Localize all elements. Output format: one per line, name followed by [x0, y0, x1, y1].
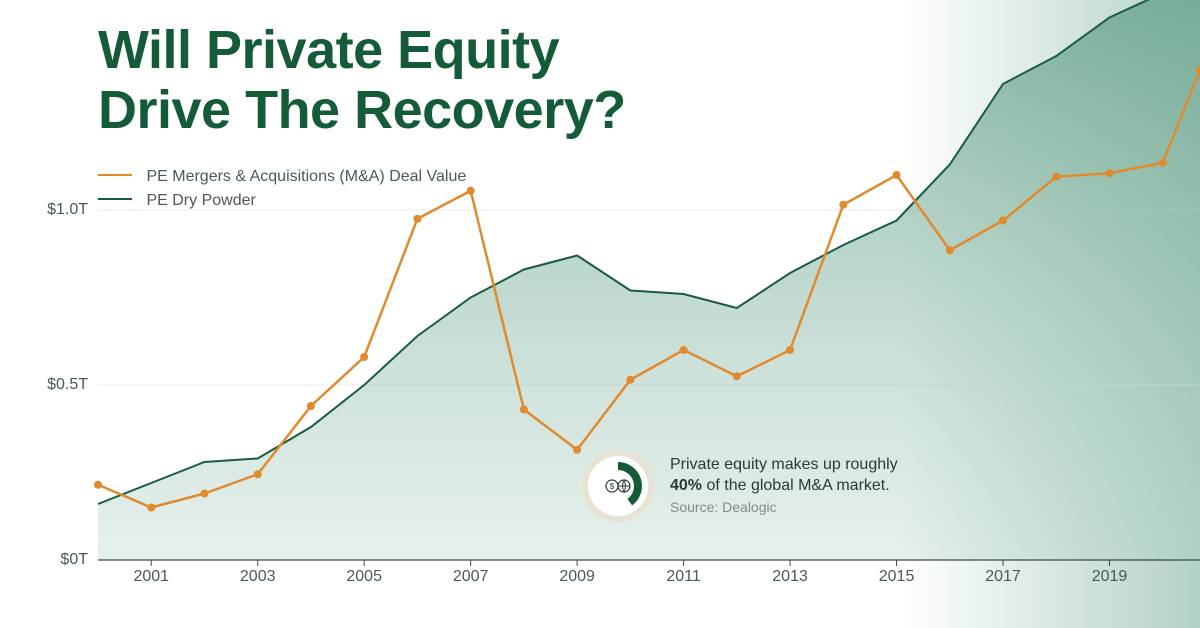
legend-label-dry-powder: PE Dry Powder	[146, 192, 255, 209]
legend-item-dry-powder: PE Dry Powder	[98, 192, 256, 210]
y-tick-label: $1.0T	[8, 201, 88, 219]
title-line-2: Drive The Recovery?	[98, 80, 626, 140]
x-tick-label: 2013	[772, 568, 808, 586]
x-tick-label: 2003	[240, 568, 276, 586]
x-tick-label: 2011	[666, 568, 700, 586]
legend-item-deal-value: PE Mergers & Acquisitions (M&A) Deal Val…	[98, 168, 466, 186]
y-tick-label: $0.5T	[8, 376, 88, 394]
x-tick-label: 2015	[879, 568, 915, 586]
x-tick-label: 2019	[1092, 568, 1128, 586]
callout-prefix: Private equity makes up roughly	[670, 456, 898, 473]
callout-source: Source: Dealogic	[670, 499, 777, 515]
legend-label-deal-value: PE Mergers & Acquisitions (M&A) Deal Val…	[146, 168, 466, 185]
x-tick-label: 2007	[453, 568, 489, 586]
legend-swatch-dry-powder	[98, 198, 132, 200]
x-tick-label: 2005	[346, 568, 382, 586]
legend-swatch-deal-value	[98, 174, 132, 176]
callout-text: Private equity makes up roughly 40% of t…	[670, 454, 898, 519]
x-tick-label: 2001	[133, 568, 169, 586]
chart-title: Will Private Equity Drive The Recovery?	[98, 20, 626, 141]
svg-text:$: $	[610, 482, 615, 491]
callout-suffix: of the global M&A market.	[702, 477, 890, 494]
title-line-1: Will Private Equity	[98, 20, 559, 80]
callout-pct: 40%	[670, 477, 702, 494]
donut-chart-icon: $	[580, 448, 656, 524]
x-tick-label: 2017	[985, 568, 1021, 586]
callout-box: $ Private equity makes up roughly 40% of…	[580, 448, 1060, 524]
x-tick-label: 2009	[559, 568, 595, 586]
y-tick-label: $0T	[8, 551, 88, 569]
